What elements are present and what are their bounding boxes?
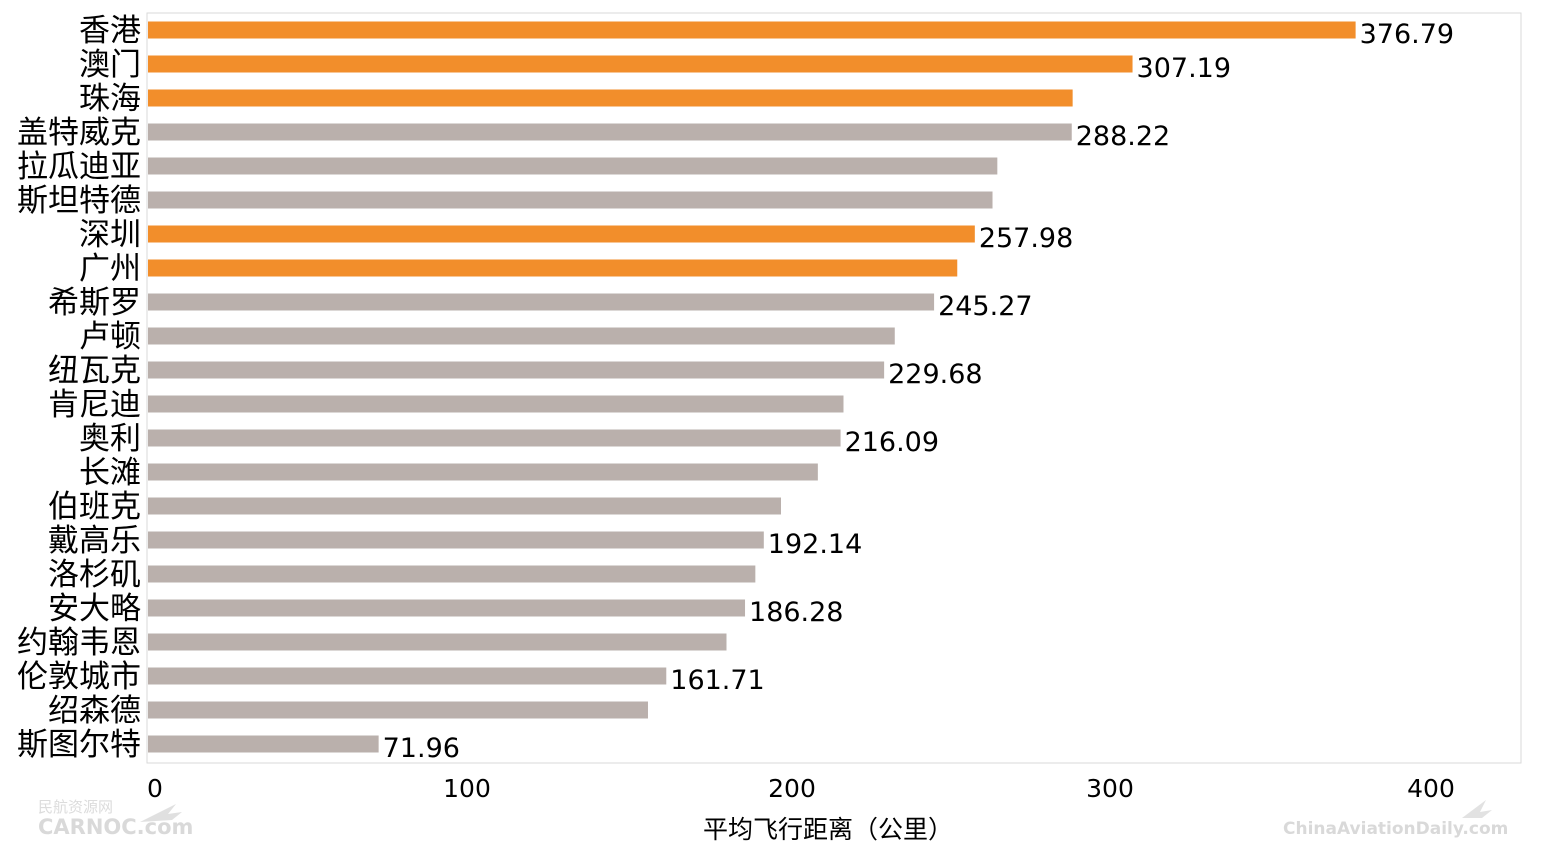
watermark-left-logo: 民航资源网 CARNOC.com xyxy=(38,798,193,839)
bar-21 xyxy=(148,735,379,753)
value-labels: 376.79 307.19 288.22 257.98 245.27 229.68 216.… xyxy=(383,19,1454,764)
data-label: 376.79 xyxy=(1360,19,1454,50)
bar-0 xyxy=(148,21,1356,39)
watermark-right-en: ChinaAviationDaily.com xyxy=(1283,819,1508,839)
category-label: 盖特威克 xyxy=(17,115,141,151)
category-label: 安大略 xyxy=(48,591,141,627)
category-label: 伯班克 xyxy=(48,489,141,525)
category-label: 澳门 xyxy=(79,47,141,83)
bar-20 xyxy=(148,701,648,719)
category-label: 珠海 xyxy=(79,81,141,117)
bar-11 xyxy=(148,395,844,413)
data-label: 186.28 xyxy=(749,597,843,628)
data-label: 288.22 xyxy=(1076,121,1170,152)
bar-14 xyxy=(148,497,781,515)
category-labels: 香港澳门珠海盖特威克拉瓜迪亚斯坦特德深圳广州希斯罗卢顿纽瓦克肯尼迪奥利长滩伯班克… xyxy=(17,13,141,763)
category-label: 纽瓦克 xyxy=(48,353,141,389)
category-label: 希斯罗 xyxy=(48,285,141,321)
x-tick-label: 100 xyxy=(443,774,491,803)
category-label: 伦敦城市 xyxy=(17,659,141,695)
category-label: 肯尼迪 xyxy=(48,387,141,423)
bar-13 xyxy=(148,463,818,481)
x-tick-label: 0 xyxy=(147,774,163,803)
category-label: 戴高乐 xyxy=(48,523,141,559)
category-label: 香港 xyxy=(79,13,141,49)
bar-18 xyxy=(148,633,727,651)
bar-7 xyxy=(148,259,958,277)
category-label: 广州 xyxy=(79,251,141,287)
data-label: 71.96 xyxy=(383,733,460,764)
data-label: 307.19 xyxy=(1137,53,1231,84)
category-label: 深圳 xyxy=(79,217,141,253)
category-label: 洛杉矶 xyxy=(48,557,141,593)
category-label: 卢顿 xyxy=(79,319,141,355)
data-label: 216.09 xyxy=(845,427,939,458)
x-tick-label: 400 xyxy=(1407,774,1455,803)
bar-1 xyxy=(148,55,1133,73)
x-axis-title: 平均飞行距离（公里） xyxy=(703,815,953,844)
data-label: 257.98 xyxy=(979,223,1073,254)
x-tick-label: 300 xyxy=(1086,774,1134,803)
bars-layer xyxy=(148,21,1356,753)
plane-icon xyxy=(1462,800,1492,818)
data-label: 229.68 xyxy=(888,359,982,390)
bar-15 xyxy=(148,531,764,549)
category-label: 斯图尔特 xyxy=(17,727,141,763)
data-label: 245.27 xyxy=(938,291,1032,322)
bar-10 xyxy=(148,361,885,379)
category-label: 长滩 xyxy=(79,455,141,491)
bar-8 xyxy=(148,293,935,311)
bar-2 xyxy=(148,89,1073,107)
bar-6 xyxy=(148,225,975,243)
bar-16 xyxy=(148,565,756,583)
bar-3 xyxy=(148,123,1072,141)
category-label: 斯坦特德 xyxy=(17,183,141,219)
bar-17 xyxy=(148,599,746,617)
category-label: 约翰韦恩 xyxy=(17,625,141,661)
category-label: 奥利 xyxy=(79,421,141,457)
data-label: 161.71 xyxy=(670,665,764,696)
bar-4 xyxy=(148,157,998,175)
category-label: 拉瓜迪亚 xyxy=(17,149,141,185)
data-label: 192.14 xyxy=(768,529,862,560)
x-tick-labels: 0 100 200 300 400 xyxy=(147,774,1455,803)
bar-5 xyxy=(148,191,993,209)
bar-19 xyxy=(148,667,667,685)
x-tick-label: 200 xyxy=(768,774,816,803)
bar-12 xyxy=(148,429,841,447)
plane-icon xyxy=(140,804,182,822)
watermark-left-cn: 民航资源网 xyxy=(38,798,113,816)
plot-frame xyxy=(146,12,1522,764)
category-label: 绍森德 xyxy=(48,693,141,729)
watermark-right-logo: ChinaAviationDaily.com xyxy=(1283,800,1508,839)
bar-9 xyxy=(148,327,895,345)
